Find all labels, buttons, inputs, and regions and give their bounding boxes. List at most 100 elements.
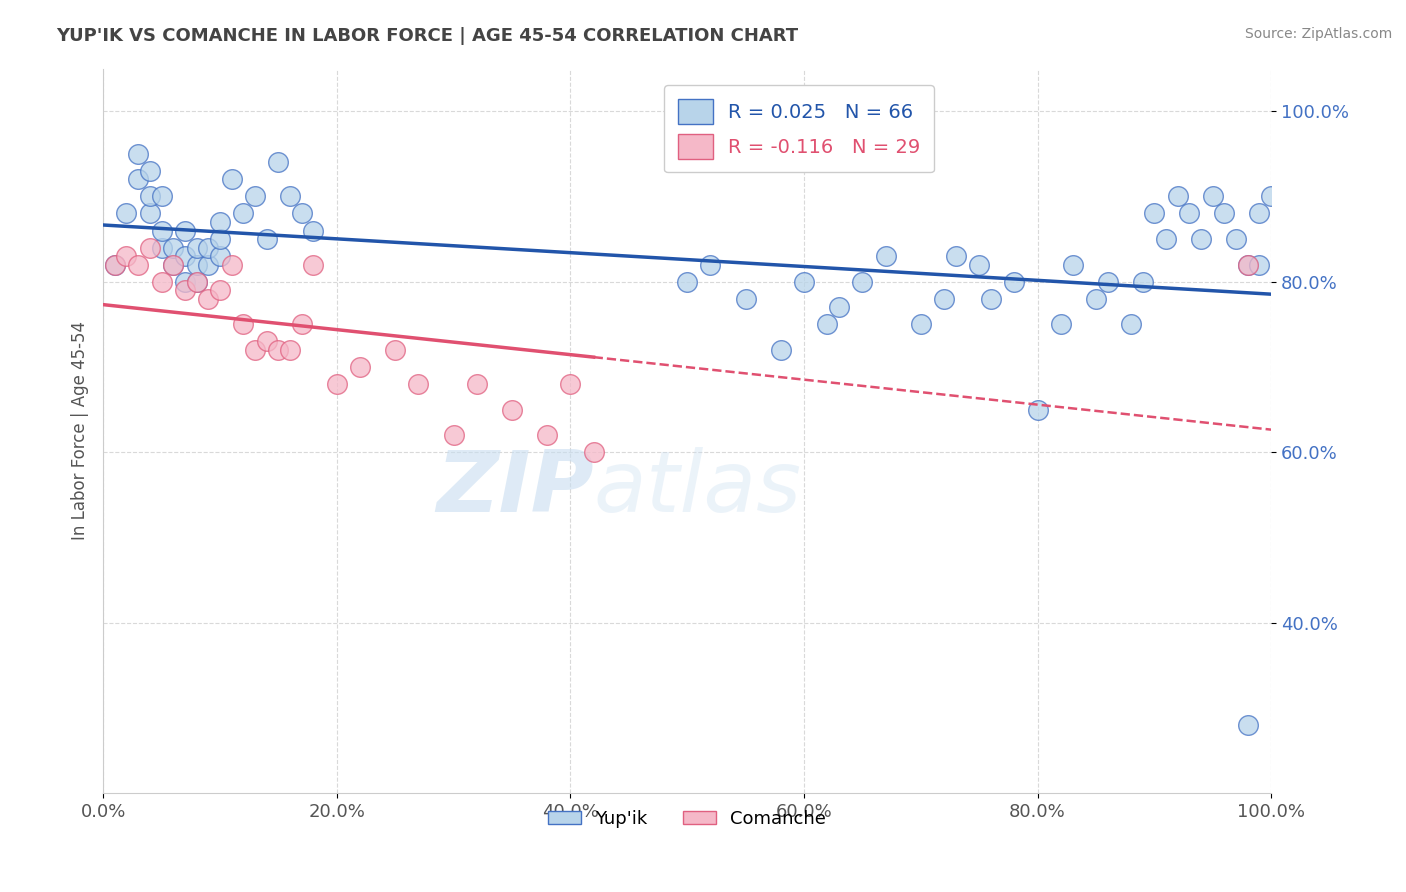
Point (186, 241, 208, 255)
Point (208, 249, 231, 263)
Point (197, 241, 219, 255)
Point (139, 164, 162, 178)
Point (150, 275, 173, 289)
Point (793, 275, 815, 289)
Point (815, 318, 838, 332)
Point (208, 232, 231, 246)
Point (208, 215, 231, 229)
Point (115, 206, 138, 220)
Point (232, 206, 254, 220)
Point (291, 318, 314, 332)
Legend: Yup'ik, Comanche: Yup'ik, Comanche (541, 803, 834, 835)
Point (173, 275, 195, 289)
Point (221, 258, 243, 272)
Point (1249, 206, 1271, 220)
Point (932, 292, 955, 306)
Point (267, 343, 290, 357)
Point (851, 275, 873, 289)
Point (232, 318, 254, 332)
Point (208, 283, 231, 297)
Point (243, 343, 266, 357)
Point (980, 292, 1002, 306)
Point (465, 377, 488, 392)
Point (734, 292, 756, 306)
Point (139, 206, 162, 220)
Point (910, 318, 932, 332)
Point (325, 377, 347, 392)
Point (1084, 292, 1107, 306)
Point (127, 258, 149, 272)
Point (150, 241, 173, 255)
Point (1167, 189, 1189, 203)
Point (150, 189, 173, 203)
Point (197, 258, 219, 272)
Point (408, 377, 430, 392)
Point (302, 258, 325, 272)
Point (267, 155, 290, 169)
Point (150, 223, 173, 237)
Point (243, 189, 266, 203)
Point (127, 172, 149, 186)
Point (127, 146, 149, 161)
Point (186, 275, 208, 289)
Point (162, 241, 184, 255)
Point (221, 172, 243, 186)
Point (1050, 318, 1073, 332)
Point (676, 275, 699, 289)
Point (1213, 206, 1236, 220)
Point (139, 241, 162, 255)
Point (1178, 206, 1201, 220)
Point (349, 359, 371, 374)
Point (1236, 718, 1258, 732)
Point (1119, 318, 1142, 332)
Point (139, 189, 162, 203)
Point (278, 343, 301, 357)
Point (173, 223, 195, 237)
Point (1189, 232, 1212, 246)
Point (1236, 258, 1258, 272)
Point (256, 232, 278, 246)
Point (769, 343, 792, 357)
Point (582, 445, 605, 459)
Point (1062, 258, 1084, 272)
Point (945, 249, 967, 263)
Text: atlas: atlas (593, 448, 801, 531)
Point (256, 334, 278, 349)
Point (384, 343, 406, 357)
Point (1002, 275, 1025, 289)
Point (173, 249, 195, 263)
Point (536, 428, 558, 442)
Point (104, 258, 127, 272)
Point (291, 206, 314, 220)
Text: YUP'IK VS COMANCHE IN LABOR FORCE | AGE 45-54 CORRELATION CHART: YUP'IK VS COMANCHE IN LABOR FORCE | AGE … (56, 27, 799, 45)
Point (173, 283, 195, 297)
Point (501, 402, 523, 417)
Point (1260, 189, 1282, 203)
Text: ZIP: ZIP (436, 448, 593, 531)
Point (1097, 275, 1119, 289)
Point (186, 258, 208, 272)
Point (115, 249, 138, 263)
Point (162, 258, 184, 272)
Point (1225, 232, 1247, 246)
Point (1132, 275, 1154, 289)
Point (1154, 232, 1177, 246)
Point (197, 292, 219, 306)
Point (443, 428, 465, 442)
Point (967, 258, 990, 272)
Point (875, 249, 897, 263)
Point (1249, 258, 1271, 272)
Point (828, 300, 851, 314)
Point (1236, 258, 1258, 272)
Point (1026, 402, 1049, 417)
Point (162, 258, 184, 272)
Point (302, 223, 325, 237)
Point (278, 189, 301, 203)
Text: Source: ZipAtlas.com: Source: ZipAtlas.com (1244, 27, 1392, 41)
Y-axis label: In Labor Force | Age 45-54: In Labor Force | Age 45-54 (72, 321, 89, 541)
Point (1143, 206, 1166, 220)
Point (699, 258, 721, 272)
Point (560, 377, 582, 392)
Point (1202, 189, 1225, 203)
Point (186, 275, 208, 289)
